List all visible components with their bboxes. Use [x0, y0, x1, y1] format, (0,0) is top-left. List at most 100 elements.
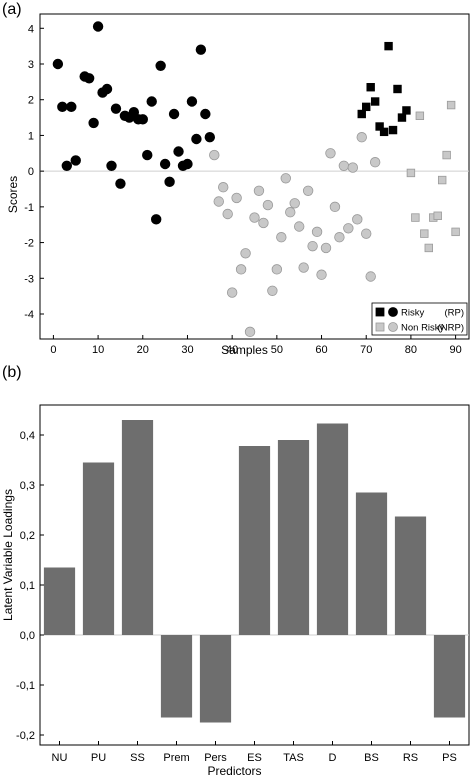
data-point [226, 287, 238, 298]
data-point [142, 149, 153, 161]
data-point [83, 73, 95, 84]
data-point [285, 207, 296, 218]
data-point [316, 269, 327, 280]
bar [238, 446, 271, 635]
legend-label: Non Risky [401, 323, 445, 334]
data-point [110, 103, 122, 114]
data-point [334, 232, 345, 243]
bar-panel: (b) NU PU SS Prem Pers ES TAS D BS RS PS -0,2 -0,1 0… [1, 364, 470, 778]
legend-label: Risky [401, 308, 424, 319]
panel-b-label: (b) [2, 364, 22, 381]
data-point [388, 125, 398, 135]
x-tick-label: PS [442, 752, 457, 764]
x-tick-label: ES [247, 752, 262, 764]
data-point [357, 109, 366, 119]
data-point [244, 326, 256, 338]
data-point [106, 160, 117, 171]
data-point [57, 101, 68, 113]
data-point [222, 208, 233, 220]
y-tick-label: 0,3 [20, 480, 35, 492]
y-tick-label: 1 [28, 130, 34, 142]
data-point [356, 132, 367, 143]
data-point [307, 240, 318, 252]
bar [316, 423, 349, 635]
legend-code: (NRP) [438, 323, 464, 334]
data-point [191, 133, 202, 145]
data-point [347, 162, 359, 173]
bar [394, 516, 427, 635]
data-point [186, 96, 198, 107]
legend-square-marker [375, 307, 385, 317]
scatter-x-ticks: 0 10 20 30 40 50 60 70 80 90 [50, 335, 462, 356]
data-point [209, 149, 220, 161]
y-tick-label: 0,0 [20, 630, 35, 642]
y-tick-label: -2 [24, 238, 34, 250]
data-point [325, 148, 336, 159]
legend-code: (RP) [444, 308, 464, 319]
data-point [424, 243, 433, 253]
y-tick-label: -0,1 [16, 680, 35, 692]
data-point [446, 100, 456, 110]
data-point [155, 60, 166, 71]
x-tick-label: 10 [92, 344, 104, 356]
bar [121, 420, 154, 635]
data-point [218, 182, 229, 193]
scatter-y-axis-label: Scores [6, 176, 20, 213]
data-point [271, 264, 283, 275]
y-tick-label: -4 [24, 309, 34, 321]
data-point [66, 101, 77, 113]
x-tick-label: PU [91, 752, 106, 764]
scatter-y-ticks: -4 -3 -2 -1 0 1 2 3 4 [24, 23, 44, 321]
x-tick-label: NU [52, 752, 68, 764]
data-point [375, 122, 384, 131]
data-point [329, 201, 341, 213]
scatter-plot-frame [39, 13, 470, 340]
data-point [311, 226, 323, 238]
bar-x-axis-label: Predictors [207, 764, 261, 777]
data-point [298, 262, 309, 273]
data-point [258, 217, 269, 229]
bar-series [43, 420, 466, 723]
data-point [164, 176, 175, 188]
scatter-panel: (a) 0 10 20 30 40 50 60 70 80 90 -4 -3 -2 -1 0 1 2 3 4 Sa… [2, 1, 470, 357]
panel-a-label: (a) [2, 1, 22, 18]
legend-circle-marker [388, 322, 398, 332]
x-tick-label: 40 [226, 344, 238, 356]
data-point [384, 41, 393, 51]
data-point [276, 232, 287, 243]
y-tick-label: 3 [28, 59, 34, 71]
data-point [168, 108, 180, 120]
data-point [231, 192, 242, 204]
data-point [451, 227, 460, 237]
scatter-x-axis-label: Samples [221, 343, 268, 357]
y-tick-label: 0,2 [20, 530, 35, 542]
x-tick-label: 50 [271, 344, 283, 356]
bar [355, 492, 388, 635]
data-point [369, 157, 381, 168]
x-tick-label: 0 [50, 344, 56, 356]
legend-square-marker [375, 322, 385, 332]
x-tick-label: Prem [163, 752, 189, 764]
y-tick-label: -3 [24, 273, 34, 285]
data-point [362, 102, 371, 112]
scatter-points [52, 21, 460, 338]
data-point [433, 211, 442, 220]
data-point [235, 264, 247, 275]
data-point [411, 213, 420, 222]
data-point [101, 83, 113, 95]
y-tick-label: 0,4 [20, 430, 35, 442]
data-point [70, 155, 81, 166]
legend-circle-marker [388, 307, 398, 317]
data-point [379, 127, 389, 137]
y-tick-label: 0,1 [20, 580, 35, 592]
data-point [397, 113, 407, 122]
data-point [253, 185, 265, 196]
x-tick-label: D [329, 752, 337, 764]
data-point [302, 185, 314, 196]
x-tick-label: 70 [360, 344, 372, 356]
data-point [267, 285, 278, 296]
data-point [249, 212, 260, 223]
y-tick-label: 4 [28, 23, 34, 35]
data-point [61, 160, 73, 171]
